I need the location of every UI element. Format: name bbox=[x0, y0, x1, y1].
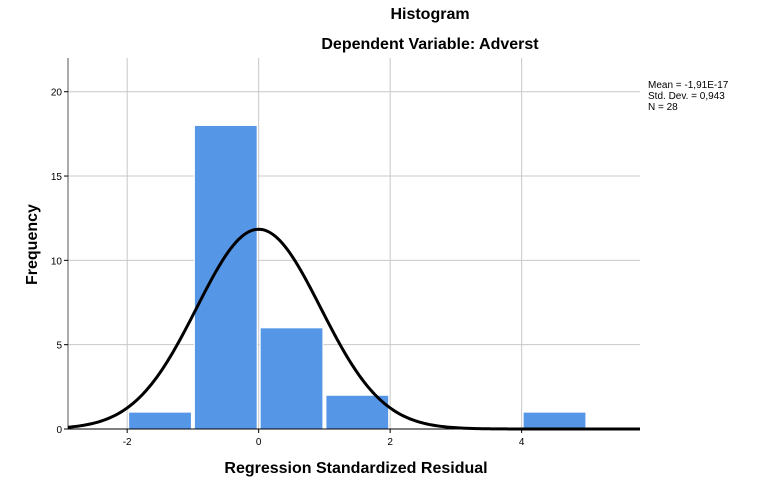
y-tick-label: 10 bbox=[51, 256, 63, 267]
chart-title: Histogram bbox=[390, 6, 470, 23]
x-tick-label: 4 bbox=[519, 437, 525, 448]
y-tick-label: 5 bbox=[56, 341, 62, 352]
stat-mean: Mean = -1,91E-17 bbox=[648, 80, 729, 91]
stat-n: N = 28 bbox=[648, 102, 678, 113]
chart-subtitle: Dependent Variable: Adverst bbox=[321, 36, 539, 53]
x-tick-label: 2 bbox=[387, 437, 393, 448]
x-axis-label: Regression Standardized Residual bbox=[224, 460, 488, 477]
y-tick-label: 0 bbox=[56, 425, 62, 436]
y-tick-label: 20 bbox=[51, 88, 63, 99]
y-tick-label: 15 bbox=[51, 172, 63, 183]
histogram-bar bbox=[128, 411, 192, 430]
stat-std-dev: Std. Dev. = 0,943 bbox=[648, 91, 725, 102]
x-tick-label: 0 bbox=[256, 437, 262, 448]
histogram-bar bbox=[325, 394, 390, 430]
histogram-bar bbox=[259, 327, 324, 430]
x-tick-label: -2 bbox=[123, 437, 132, 448]
normal-curve bbox=[67, 227, 640, 431]
histogram-bar bbox=[193, 124, 258, 430]
y-axis-label: Frequency bbox=[24, 204, 41, 285]
histogram-bar bbox=[522, 411, 587, 430]
